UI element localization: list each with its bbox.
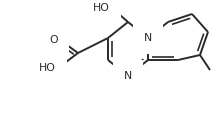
Text: HO: HO	[39, 63, 56, 73]
Text: N: N	[124, 71, 132, 81]
Text: O: O	[49, 35, 58, 45]
Text: N: N	[144, 33, 152, 43]
Text: HO: HO	[93, 3, 110, 13]
